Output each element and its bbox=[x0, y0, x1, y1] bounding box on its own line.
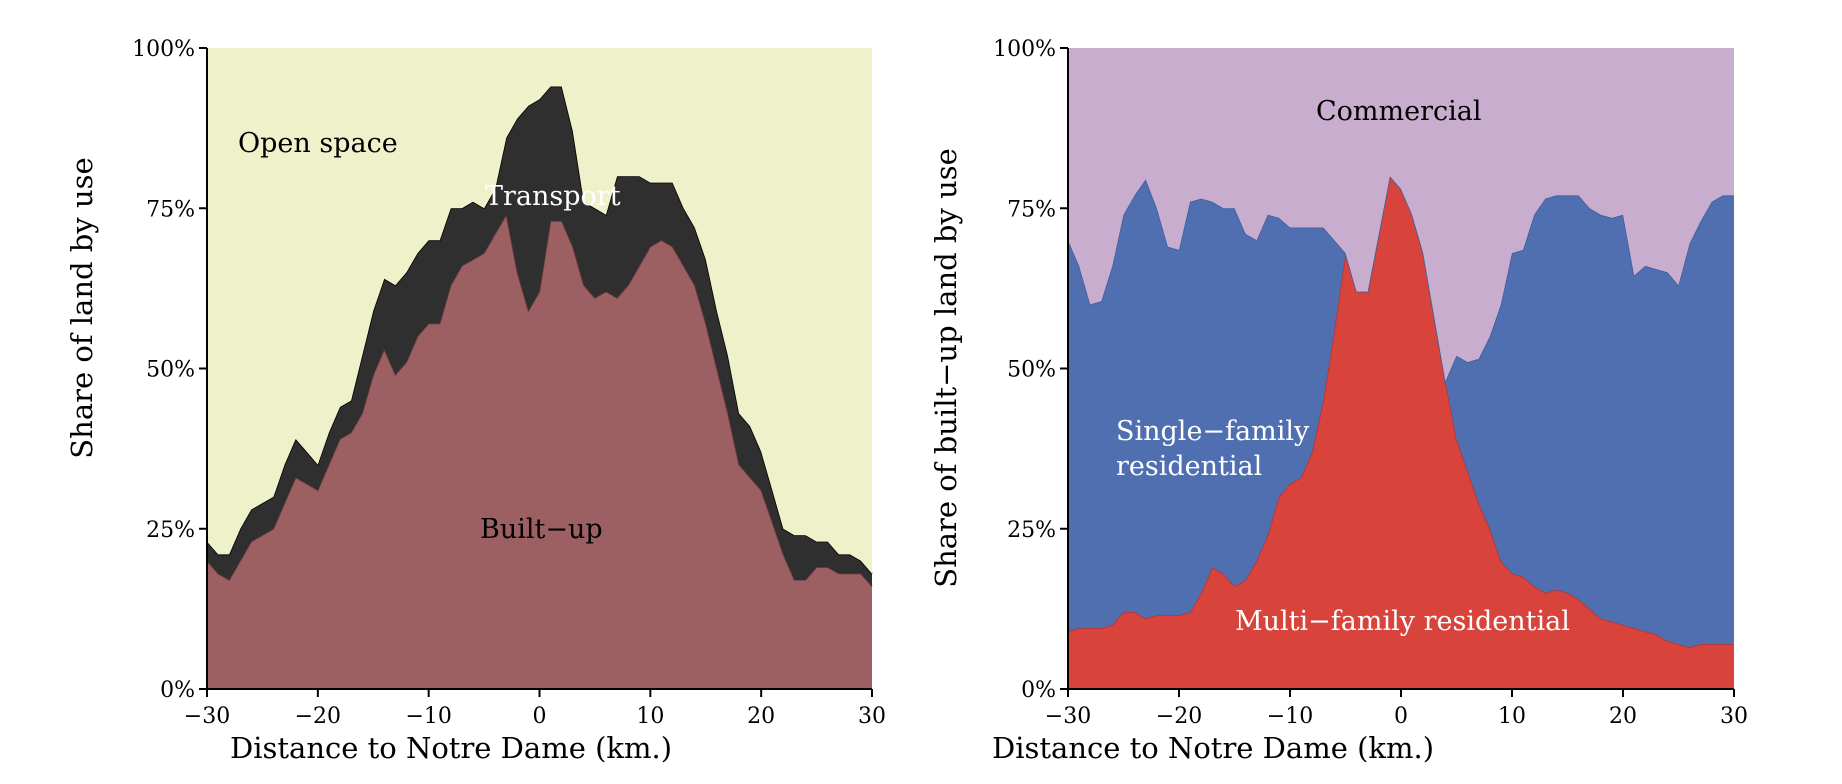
right-y-axis-title: Share of built−up land by use bbox=[929, 148, 963, 588]
land-use-x-tick-label: 0 bbox=[533, 704, 547, 729]
transport-label: Transport bbox=[485, 181, 621, 212]
built-up-use-x-tick-label: 10 bbox=[1498, 704, 1526, 729]
land-use-y-tick-label: 25% bbox=[146, 518, 195, 543]
land-use-chart: −30 −20 −10 0 10 20 30 0% 25% 50% 75% 100% Distance… bbox=[65, 37, 886, 765]
built-up-use-area-multi-family-residential bbox=[1068, 176, 1734, 689]
built-up-label: Built−up bbox=[480, 514, 603, 545]
built-up-use-y-tick-label: 25% bbox=[1007, 518, 1056, 543]
built-up-use-x-tick-label: −30 bbox=[1045, 704, 1091, 729]
land-use-axes bbox=[199, 47, 873, 697]
built-up-use-y-tick-label: 0% bbox=[1021, 678, 1056, 703]
left-y-axis-title: Share of land by use bbox=[65, 157, 99, 458]
land-use-y-tick-label: 75% bbox=[146, 197, 195, 222]
land-use-x-tick-label: 10 bbox=[636, 704, 664, 729]
built-up-use-area-commercial bbox=[1068, 48, 1734, 382]
land-use-y-tick-label: 0% bbox=[160, 678, 195, 703]
single-family-label-line2: residential bbox=[1116, 451, 1262, 482]
right-x-axis-title: Distance to Notre Dame (km.) bbox=[992, 731, 1434, 765]
land-use-y-tick-label: 100% bbox=[132, 37, 195, 62]
built-up-use-chart: −30 −20 −10 0 10 20 30 0% 25% 50% 75% 100% Distance… bbox=[929, 37, 1748, 765]
built-up-use-y-tick-label: 75% bbox=[1007, 197, 1056, 222]
built-up-use-areas bbox=[1067, 48, 1734, 689]
built-up-use-x-tick-label: −20 bbox=[1156, 704, 1202, 729]
built-up-use-x-tick-label: −10 bbox=[1267, 704, 1313, 729]
built-up-use-x-tick-label: 20 bbox=[1609, 704, 1637, 729]
commercial-label: Commercial bbox=[1316, 96, 1482, 127]
built-up-use-axes bbox=[1060, 47, 1735, 697]
land-use-x-tick-label: 20 bbox=[747, 704, 775, 729]
land-use-y-tick-label: 50% bbox=[146, 358, 195, 383]
land-use-x-tick-label: −20 bbox=[295, 704, 341, 729]
built-up-use-tick-labels: −30 −20 −10 0 10 20 30 0% 25% 50% 75% 100% bbox=[993, 37, 1748, 729]
built-up-use-area-single-family-residential bbox=[1068, 176, 1734, 648]
land-use-area-open-space bbox=[207, 48, 872, 574]
left-x-axis-title: Distance to Notre Dame (km.) bbox=[230, 731, 672, 765]
built-up-use-y-tick-label: 100% bbox=[993, 37, 1056, 62]
land-use-areas bbox=[206, 48, 873, 689]
land-use-area-built-up bbox=[207, 214, 872, 689]
land-use-x-tick-label: 30 bbox=[858, 704, 886, 729]
built-up-use-x-tick-label: 30 bbox=[1720, 704, 1748, 729]
land-use-x-tick-label: −10 bbox=[405, 704, 451, 729]
land-use-x-tick-label: −30 bbox=[184, 704, 230, 729]
open-space-label: Open space bbox=[238, 128, 398, 159]
multi-family-label: Multi−family residential bbox=[1235, 606, 1570, 637]
land-use-tick-labels: −30 −20 −10 0 10 20 30 0% 25% 50% 75% 100% bbox=[132, 37, 886, 729]
built-up-use-y-tick-label: 50% bbox=[1007, 358, 1056, 383]
land-use-area-transport bbox=[207, 86, 872, 587]
single-family-label-line1: Single−family bbox=[1116, 416, 1310, 447]
built-up-use-x-tick-label: 0 bbox=[1394, 704, 1408, 729]
